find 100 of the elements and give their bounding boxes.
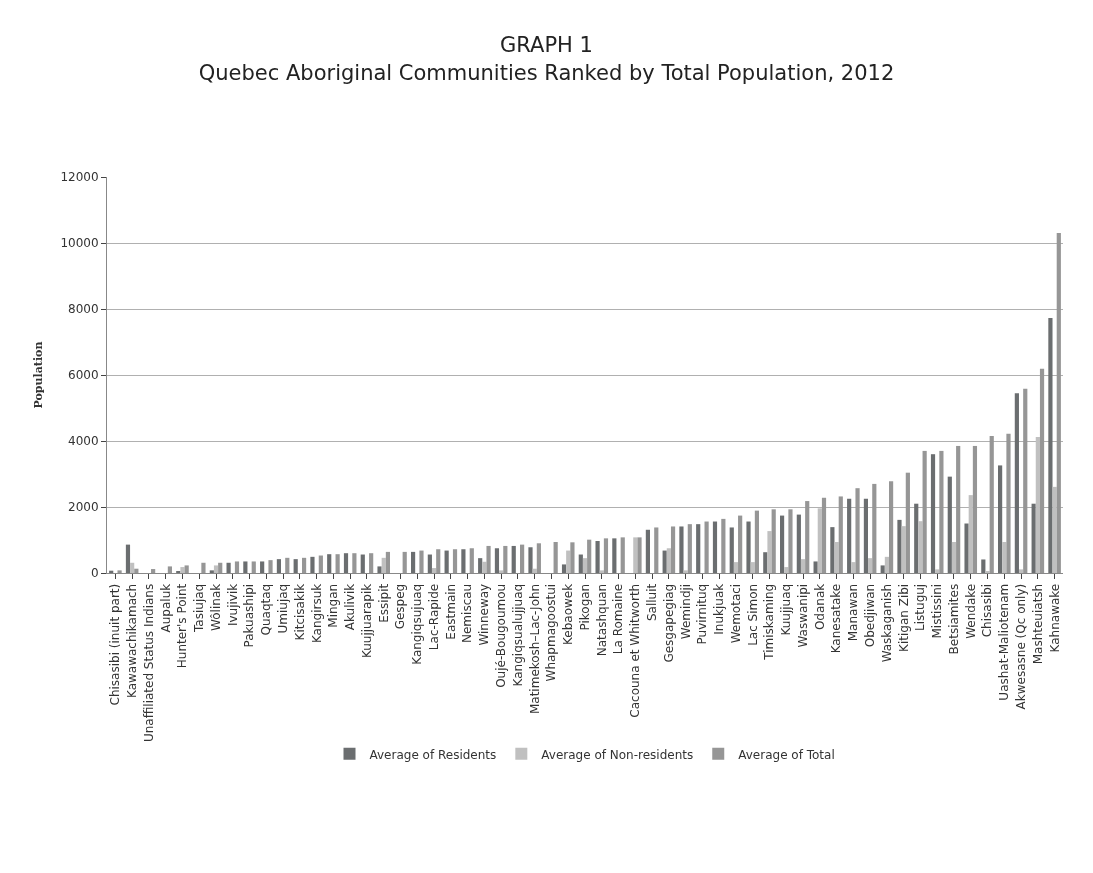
bar [905, 472, 910, 573]
bar [243, 561, 248, 573]
bar [436, 549, 441, 573]
bar [813, 561, 818, 573]
y-tick-label: 8000 [68, 302, 99, 317]
y-tick-label: 4000 [68, 434, 99, 449]
bar [754, 510, 760, 573]
x-tick-label: Kuujjuarapik [359, 583, 374, 659]
x-tick-label: Kuujjuaq [779, 583, 794, 636]
bar [800, 559, 806, 573]
bar [385, 551, 391, 573]
bar [901, 526, 906, 573]
x-tick-label: Wemindji [678, 583, 693, 640]
x-tick-label: Essipit [376, 583, 391, 623]
legend-label: Average of Non-residents [541, 747, 694, 762]
bar [461, 549, 466, 573]
bar [335, 554, 340, 573]
x-tick-label: Kangiqsujuaq [410, 583, 425, 665]
x-tick-label: Pakuashipi [242, 583, 257, 648]
x-tick-label: Wôlinak [208, 583, 223, 631]
bar [645, 529, 650, 573]
bar [620, 537, 625, 573]
x-tick-label: Whapmagoostui [544, 583, 559, 682]
bar [566, 550, 571, 573]
y-tick-label: 2000 [68, 500, 99, 515]
bar [1006, 433, 1011, 573]
bar [184, 565, 189, 573]
bar [260, 561, 265, 573]
bar [486, 545, 491, 573]
bar [972, 445, 978, 573]
bar [947, 476, 952, 573]
bar [687, 524, 692, 573]
x-tick-label: Kahnawake [1047, 583, 1062, 653]
x-tick-label: Kitigan Zibi [896, 583, 911, 652]
bar [419, 550, 424, 573]
bar [599, 570, 604, 573]
legend-label: Average of Residents [369, 747, 497, 762]
bar [494, 548, 500, 573]
bar [805, 501, 810, 573]
x-tick-label: Lac-Rapide [426, 583, 441, 651]
bar [1035, 437, 1040, 573]
bar [293, 559, 298, 573]
bar [234, 561, 240, 573]
bar [763, 552, 768, 573]
bar [268, 560, 273, 573]
x-tick-label: Mistissini [930, 583, 945, 639]
x-tick-label: Matimekosh–Lac-John [527, 583, 542, 715]
bar [1002, 541, 1007, 573]
x-tick-label: Kangiqsualujjuaq [510, 583, 525, 687]
bar [511, 545, 516, 573]
bar [327, 554, 332, 573]
bar [935, 569, 940, 573]
bar [469, 548, 474, 573]
x-tick-label: Wemotaci [728, 583, 743, 644]
bar [151, 569, 156, 573]
bar [1048, 317, 1053, 573]
bar [381, 557, 386, 573]
bar [884, 556, 889, 573]
bar [704, 521, 709, 573]
bar [553, 541, 558, 573]
x-tick-label: La Romaine [611, 583, 626, 655]
x-tick-label: Quaqtaq [259, 583, 274, 636]
bar [712, 521, 718, 573]
bar [796, 514, 801, 573]
bar [301, 557, 307, 573]
bar [536, 543, 541, 573]
bar [821, 497, 827, 573]
x-tick-label: Akulivik [343, 583, 358, 631]
bar [528, 547, 533, 573]
bar [830, 527, 835, 573]
bar [1031, 503, 1036, 573]
x-tick-label: Odanak [812, 583, 827, 631]
bar [981, 559, 986, 573]
bar [696, 524, 701, 573]
bar [968, 495, 973, 573]
x-tick-label: Puvirnituq [695, 583, 710, 645]
bar [670, 526, 676, 573]
bar [633, 537, 638, 573]
x-tick-label: Hunter's Point [175, 583, 190, 669]
bar [482, 561, 487, 573]
bar [872, 483, 877, 573]
bar [201, 562, 206, 573]
bar [847, 498, 852, 573]
x-tick-label: Waswanipi [795, 583, 810, 648]
bar [452, 549, 458, 573]
y-axis-title: Population [32, 341, 46, 409]
x-tick-label: Unaffiliated Status Indians [141, 583, 156, 743]
bar [939, 450, 944, 573]
bar [922, 450, 927, 573]
bar [1014, 393, 1019, 573]
bar [897, 519, 902, 573]
bar [478, 558, 483, 573]
x-tick-label: Gespeg [393, 583, 408, 630]
x-tick-label: Betsiamites [946, 583, 961, 655]
bar [738, 515, 743, 573]
bar [218, 562, 223, 573]
bar [683, 570, 688, 573]
bar [213, 565, 219, 573]
x-tick-label: Mingan [326, 583, 341, 628]
bar [863, 498, 869, 573]
